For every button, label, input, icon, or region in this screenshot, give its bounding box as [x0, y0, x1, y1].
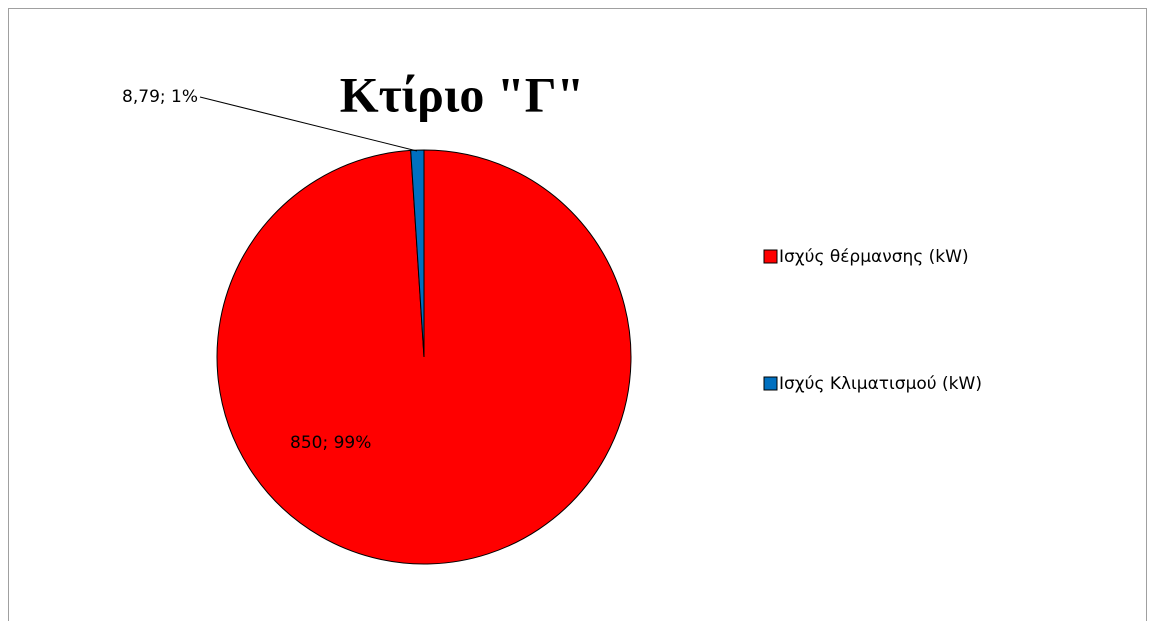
chart-title: Κτίριο "Γ"	[340, 66, 585, 122]
legend-label: Ισχύς Κλιματισμού (kW)	[779, 374, 982, 394]
leader-line	[199, 96, 418, 152]
legend-swatch	[763, 249, 778, 264]
pie-slice	[410, 149, 425, 358]
data-label: 850; 99%	[290, 433, 371, 453]
data-label: 8,79; 1%	[122, 87, 198, 107]
legend-label: Ισχύς θέρμανσης (kW)	[779, 247, 969, 267]
legend-swatch	[763, 376, 778, 391]
